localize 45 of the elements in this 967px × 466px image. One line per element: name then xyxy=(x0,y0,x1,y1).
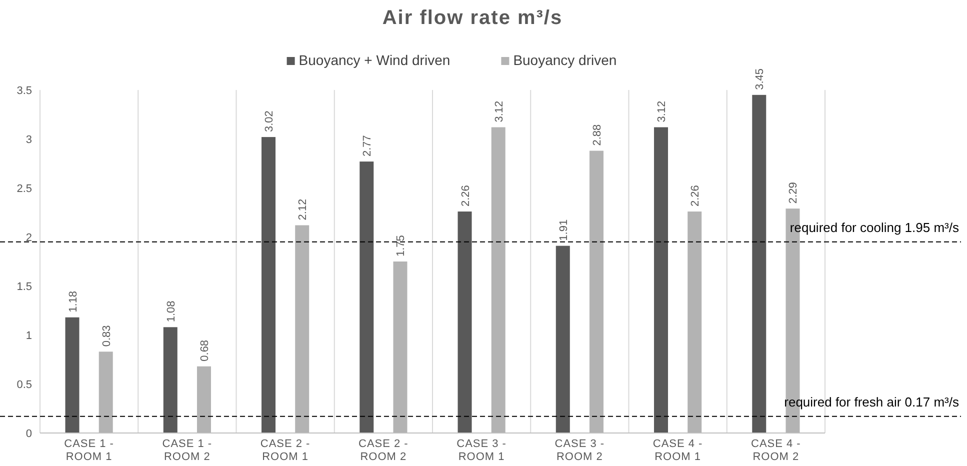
x-tick-label: CASE 2 - ROOM 1 xyxy=(260,438,310,463)
data-label: 2.88 xyxy=(591,124,604,146)
bar xyxy=(163,327,178,433)
legend-label: Buoyancy + Wind driven xyxy=(298,52,450,68)
ref-line-label: required for fresh air 0.17 m³/s xyxy=(784,394,960,410)
data-label: 3.12 xyxy=(656,100,668,122)
x-tick-label: CASE 2 - ROOM 2 xyxy=(358,438,408,463)
y-tick-label: 0 xyxy=(26,428,32,440)
x-tick-label: CASE 1 - ROOM 2 xyxy=(162,438,212,463)
y-tick-label: 1.5 xyxy=(16,281,32,293)
data-label: 1.91 xyxy=(558,219,570,241)
data-label: 0.68 xyxy=(198,340,211,362)
data-label: 3.02 xyxy=(264,110,276,132)
bar xyxy=(556,246,570,433)
y-tick-label: 2.5 xyxy=(16,183,32,195)
x-tick-label: CASE 1 - ROOM 1 xyxy=(64,438,114,463)
data-label: 1.75 xyxy=(395,235,408,256)
legend-label: Buoyancy driven xyxy=(513,52,617,68)
y-tick-label: 0.5 xyxy=(16,379,32,391)
x-tick-label: CASE 3 - ROOM 2 xyxy=(554,438,605,463)
data-label: 2.77 xyxy=(362,135,374,157)
y-tick-label: 2 xyxy=(26,232,32,244)
data-label: 2.29 xyxy=(788,182,800,204)
data-label: 2.12 xyxy=(297,198,310,220)
bar xyxy=(458,212,472,433)
bar xyxy=(654,127,668,433)
y-tick-label: 1 xyxy=(26,330,32,342)
bar xyxy=(262,137,276,433)
chart-title: Air flow rate m³/s xyxy=(382,7,563,29)
bar xyxy=(65,317,80,433)
data-label: 0.83 xyxy=(100,325,113,347)
x-tick-label: CASE 3 - ROOM 1 xyxy=(456,438,506,463)
data-label: 3.45 xyxy=(754,68,766,90)
x-tick-label: CASE 4 - ROOM 1 xyxy=(652,438,703,463)
data-label: 2.26 xyxy=(460,185,472,207)
ref-line-label: required for cooling 1.95 m³/s xyxy=(790,220,960,235)
y-tick-label: 3.5 xyxy=(16,85,32,97)
bar xyxy=(360,162,374,433)
y-tick-label: 3 xyxy=(26,134,32,146)
data-label: 1.08 xyxy=(165,300,178,322)
bar xyxy=(752,94,766,433)
data-label: 2.26 xyxy=(690,185,702,207)
data-label: 1.18 xyxy=(67,290,80,312)
x-tick-label: CASE 4 - ROOM 2 xyxy=(751,438,801,463)
data-label: 3.12 xyxy=(493,100,506,122)
